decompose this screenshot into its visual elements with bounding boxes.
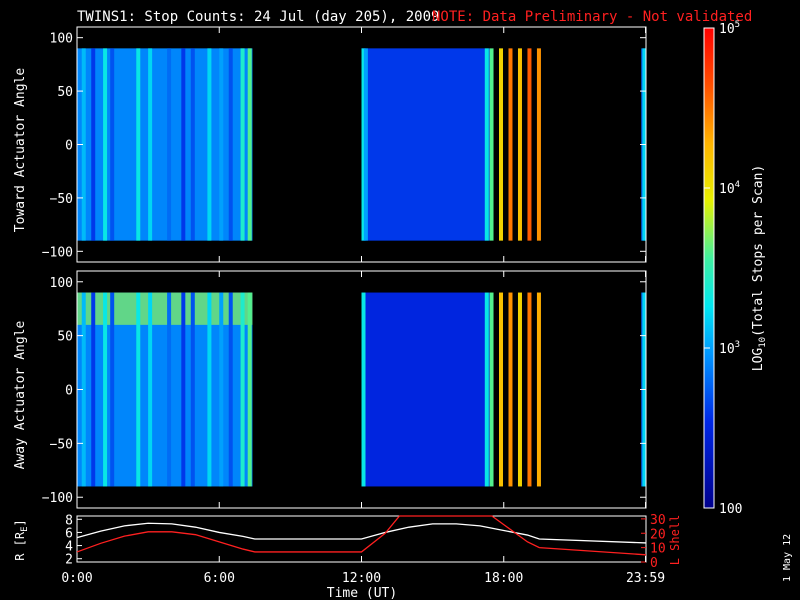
heatmap-stripe bbox=[240, 48, 245, 241]
heatmap-stripe bbox=[240, 292, 245, 487]
y-tick-label-right: 10 bbox=[650, 542, 666, 557]
chart-title: TWINS1: Stop Counts: 24 Jul (day 205), 2… bbox=[77, 9, 439, 25]
heatmap-stripe bbox=[136, 48, 141, 241]
y-tick-label: −100 bbox=[42, 245, 73, 260]
colorbar-tick-label: 104 bbox=[719, 180, 740, 197]
heatmap-stripe bbox=[81, 48, 86, 241]
heatmap-stripe bbox=[247, 292, 252, 487]
heatmap-stripe bbox=[148, 292, 153, 487]
heatmap-stripe bbox=[361, 292, 366, 487]
y-tick-label: 6 bbox=[65, 526, 73, 541]
colorbar-tick-label: 100 bbox=[719, 502, 742, 517]
heatmap-stripe bbox=[536, 292, 541, 487]
y-tick-label-right: 20 bbox=[650, 527, 666, 542]
heatmap-segment bbox=[361, 48, 490, 241]
heatmap-stripe bbox=[207, 292, 212, 487]
y-tick-label: 8 bbox=[65, 513, 73, 528]
toward-ylabel: Toward Actuator Angle bbox=[13, 68, 28, 233]
x-tick-label: 23:59 bbox=[626, 571, 665, 586]
heatmap-stripe bbox=[527, 292, 532, 487]
heatmap-stripe bbox=[181, 48, 186, 241]
x-tick-label: 12:00 bbox=[342, 571, 381, 586]
heatmap-stripe bbox=[110, 48, 115, 241]
y-tick-label-right: 30 bbox=[650, 513, 666, 528]
radius-line bbox=[76, 522, 647, 544]
y-tick-label: 4 bbox=[65, 540, 73, 555]
heatmap-stripe bbox=[91, 48, 96, 241]
away-actuator-panel: 100 50 0 −50 −100 bbox=[42, 270, 647, 509]
heatmap-stripe bbox=[363, 48, 368, 241]
heatmap-stripe bbox=[484, 292, 489, 487]
heatmap-stripe bbox=[247, 48, 252, 241]
heatmap-stripe bbox=[103, 48, 108, 241]
y-tick-label: 50 bbox=[57, 330, 73, 345]
x-tick-label: 0:00 bbox=[61, 571, 92, 586]
heatmap-stripe bbox=[489, 48, 494, 241]
heatmap-stripe bbox=[190, 48, 195, 241]
away-ylabel: Away Actuator Angle bbox=[13, 320, 28, 469]
colorbar-tick-label: 103 bbox=[719, 340, 740, 357]
y-tick-label: 2 bbox=[65, 553, 73, 568]
colorbar-tick-label: 105 bbox=[719, 20, 740, 37]
radius-ylabel: R [RE] bbox=[13, 519, 30, 561]
heatmap-stripe bbox=[228, 292, 233, 487]
heatmap-stripe bbox=[181, 292, 186, 487]
heatmap-stripe bbox=[167, 292, 172, 487]
colorbar-label: LOG10(Total Stops per Scan) bbox=[751, 165, 768, 372]
x-tick-label: 6:00 bbox=[204, 571, 235, 586]
y-tick-label-right: 0 bbox=[650, 556, 658, 571]
heatmap-stripe bbox=[361, 48, 366, 241]
heatmap-segment bbox=[361, 292, 490, 487]
heatmap-stripe bbox=[536, 48, 541, 241]
heatmap-stripe bbox=[81, 292, 86, 487]
lshell-ylabel: L Shell bbox=[668, 515, 682, 566]
y-tick-label: 0 bbox=[65, 139, 73, 154]
date-stamp: 1 May 12 bbox=[782, 534, 793, 582]
heatmap-stripe bbox=[110, 292, 115, 487]
heatmap-stripe bbox=[190, 292, 195, 487]
x-tick-label: 18:00 bbox=[484, 571, 523, 586]
heatmap-stripe bbox=[527, 48, 532, 241]
heatmap-stripe bbox=[499, 292, 504, 487]
y-tick-label: 100 bbox=[50, 276, 73, 291]
heatmap-stripe bbox=[517, 292, 522, 487]
colorbar-ticks: 100 103 104 105 bbox=[704, 20, 742, 517]
y-tick-label: 100 bbox=[50, 32, 73, 47]
heatmap-stripe bbox=[484, 48, 489, 241]
time-xlabel: Time (UT) bbox=[327, 586, 397, 600]
lshell-line bbox=[76, 515, 647, 556]
heatmap-stripe bbox=[508, 48, 513, 241]
y-tick-label: −100 bbox=[42, 491, 73, 506]
heatmap-stripe bbox=[167, 48, 172, 241]
heatmap-stripe bbox=[489, 292, 494, 487]
heatmap-stripe bbox=[207, 48, 212, 241]
y-tick-label: 0 bbox=[65, 384, 73, 399]
heatmap-stripe bbox=[136, 292, 141, 487]
toward-actuator-panel: 100 50 0 −50 −100 bbox=[42, 26, 647, 263]
preliminary-note: NOTE: Data Preliminary - Not validated bbox=[432, 9, 752, 25]
y-tick-label: −50 bbox=[50, 437, 73, 452]
heatmap-stripe bbox=[228, 48, 233, 241]
heatmap-stripe bbox=[148, 48, 153, 241]
heatmap-stripe bbox=[219, 292, 224, 487]
colorbar bbox=[703, 27, 715, 509]
heatmap-stripe bbox=[517, 48, 522, 241]
heatmap-stripe bbox=[103, 292, 108, 487]
heatmap-stripe bbox=[508, 292, 513, 487]
heatmap-stripe bbox=[219, 48, 224, 241]
y-tick-label: 50 bbox=[57, 85, 73, 100]
heatmap-stripe bbox=[91, 292, 96, 487]
y-tick-label: −50 bbox=[50, 192, 73, 207]
heatmap-stripe bbox=[499, 48, 504, 241]
